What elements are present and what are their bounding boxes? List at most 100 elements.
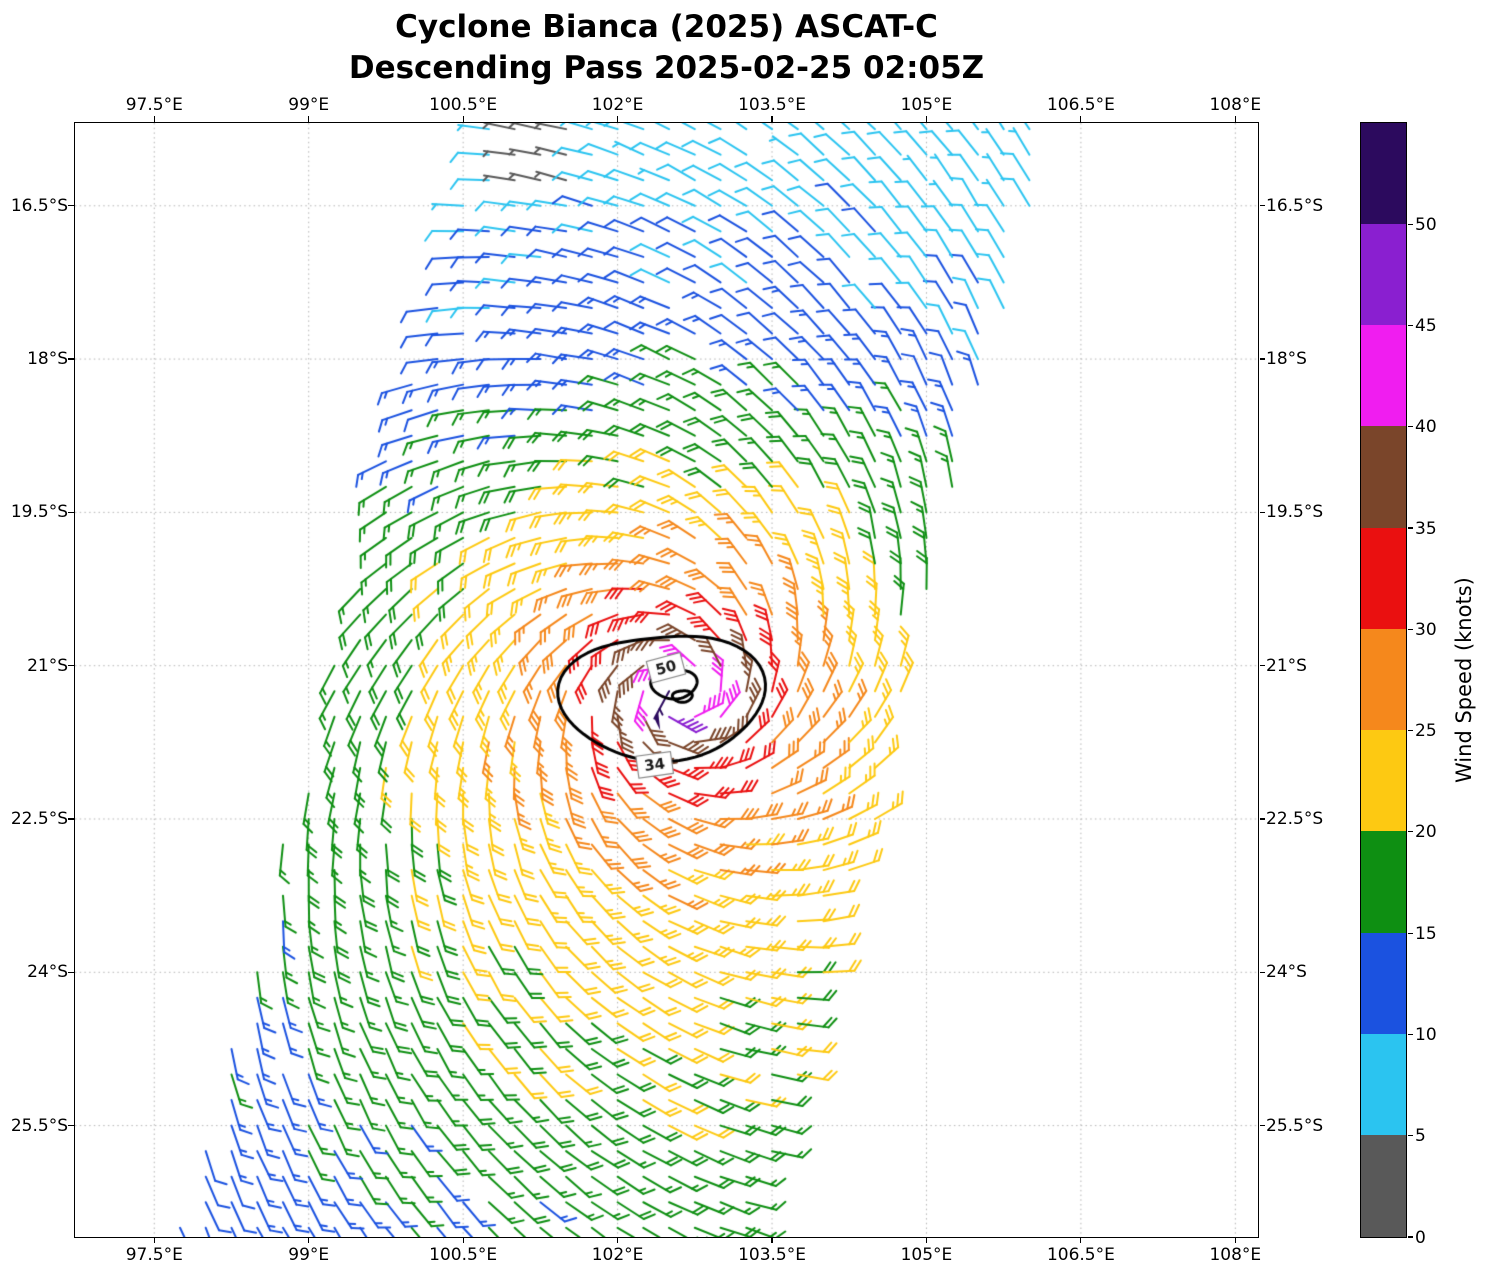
lon-tick-label: 102°E: [591, 95, 644, 115]
axis-tick: [68, 1125, 74, 1127]
colorbar-tick-label: 0: [1415, 1227, 1426, 1248]
lon-tick-label: 103.5°E: [738, 1245, 806, 1264]
lat-tick-label: 22.5°S: [10, 808, 68, 829]
colorbar-segment: [1360, 831, 1406, 933]
colorbar-segment: [1360, 628, 1406, 731]
page-subtitle: Descending Pass 2025-02-25 02:05Z: [348, 50, 985, 86]
axis-tick: [68, 665, 74, 667]
lon-tick-label: 97.5°E: [125, 1245, 183, 1264]
axis-tick: [462, 116, 464, 122]
axis-tick: [68, 971, 74, 973]
lat-tick-label: 24°S: [1266, 962, 1307, 983]
colorbar-gradient: [1360, 122, 1406, 1237]
colorbar-tick: [1407, 223, 1413, 225]
axis-tick: [1259, 818, 1265, 820]
colorbar-segment: [1360, 426, 1406, 528]
colorbar-segment: [1360, 527, 1406, 629]
axis-tick: [771, 1237, 773, 1243]
colorbar-tick: [1407, 1135, 1413, 1137]
plot-area: [73, 121, 1259, 1238]
colorbar-segment: [1360, 730, 1406, 832]
lat-tick-label: 22.5°S: [1266, 808, 1324, 829]
page-title: Cyclone Bianca (2025) ASCAT-C: [395, 9, 938, 45]
colorbar-segment: [1360, 1135, 1406, 1237]
lon-tick-label: 99°E: [288, 95, 330, 115]
lon-tick-label: 106.5°E: [1046, 1245, 1115, 1264]
axis-tick: [153, 116, 155, 122]
lat-tick-label: 16.5°S: [10, 195, 68, 216]
axis-tick: [771, 116, 773, 122]
axis-tick: [1259, 205, 1265, 207]
lon-tick-label: 100.5°E: [429, 1245, 498, 1264]
colorbar-tick: [1407, 1236, 1413, 1238]
axis-tick: [1259, 358, 1265, 360]
lat-tick-label: 16.5°S: [1266, 195, 1324, 216]
colorbar-segment: [1360, 122, 1406, 224]
lat-tick-label: 25.5°S: [1266, 1115, 1324, 1136]
lon-tick-label: 108°E: [1209, 1245, 1262, 1264]
colorbar-tick-label: 40: [1415, 417, 1437, 438]
colorbar-tick-label: 30: [1415, 619, 1437, 640]
lat-tick-label: 18°S: [27, 349, 68, 370]
colorbar-tick-label: 5: [1415, 1126, 1426, 1147]
lat-tick-label: 24°S: [27, 962, 68, 983]
axis-tick: [616, 1237, 619, 1243]
colorbar-segment: [1360, 1033, 1406, 1136]
axis-tick: [153, 1237, 155, 1243]
axis-tick: [616, 116, 619, 122]
colorbar-tick: [1407, 527, 1413, 529]
lat-tick-label: 19.5°S: [10, 502, 68, 523]
lon-tick-label: 106.5°E: [1046, 95, 1115, 115]
lon-tick-label: 99°E: [288, 1245, 330, 1264]
colorbar-segment: [1360, 325, 1406, 427]
axis-tick: [68, 205, 74, 207]
colorbar-tick-label: 45: [1415, 316, 1437, 337]
lon-tick-label: 100.5°E: [429, 95, 498, 115]
colorbar-segment: [1360, 932, 1406, 1034]
axis-tick: [1080, 1237, 1082, 1243]
axis-tick: [1259, 665, 1265, 667]
axis-tick: [1259, 511, 1265, 513]
axis-tick: [1080, 116, 1082, 122]
colorbar-tick: [1407, 831, 1413, 833]
lat-tick-label: 18°S: [1266, 349, 1307, 370]
colorbar-tick: [1407, 324, 1413, 327]
lon-tick-label: 103.5°E: [738, 95, 806, 115]
colorbar-tick: [1407, 932, 1413, 934]
axis-tick: [68, 358, 74, 360]
axis-tick: [308, 1237, 310, 1243]
colorbar-tick: [1407, 628, 1413, 630]
lon-tick-label: 105°E: [900, 95, 953, 115]
axis-tick: [1234, 116, 1236, 122]
axis-tick: [68, 818, 74, 820]
colorbar-tick-label: 20: [1415, 822, 1437, 843]
lat-tick-label: 25.5°S: [10, 1115, 68, 1136]
colorbar-tick-label: 10: [1415, 1024, 1437, 1045]
axis-tick: [308, 116, 310, 122]
colorbar-tick: [1407, 730, 1413, 732]
lon-tick-label: 102°E: [591, 1245, 644, 1264]
lat-tick-label: 19.5°S: [1266, 502, 1324, 523]
lat-tick-label: 21°S: [27, 655, 68, 676]
colorbar-tick: [1407, 426, 1413, 428]
lat-tick-label: 21°S: [1266, 655, 1307, 676]
lon-tick-label: 105°E: [900, 1245, 953, 1264]
lon-tick-label: 97.5°E: [125, 95, 183, 115]
lon-tick-label: 108°E: [1209, 95, 1262, 115]
colorbar-axis-label: Wind Speed (knots): [1452, 577, 1476, 783]
axis-tick: [1234, 1237, 1236, 1243]
axis-tick: [925, 1237, 928, 1243]
colorbar-tick-label: 50: [1415, 214, 1437, 235]
colorbar-segment: [1360, 223, 1406, 326]
axis-tick: [1259, 971, 1265, 973]
wind-barb-canvas: [74, 122, 1258, 1237]
axis-tick: [1259, 1125, 1265, 1127]
axis-tick: [462, 1237, 464, 1243]
colorbar-tick: [1407, 1033, 1413, 1036]
axis-tick: [68, 511, 74, 513]
colorbar-tick-label: 15: [1415, 923, 1437, 944]
colorbar: [1359, 121, 1407, 1238]
axis-tick: [925, 116, 928, 122]
colorbar-tick-label: 35: [1415, 518, 1437, 539]
